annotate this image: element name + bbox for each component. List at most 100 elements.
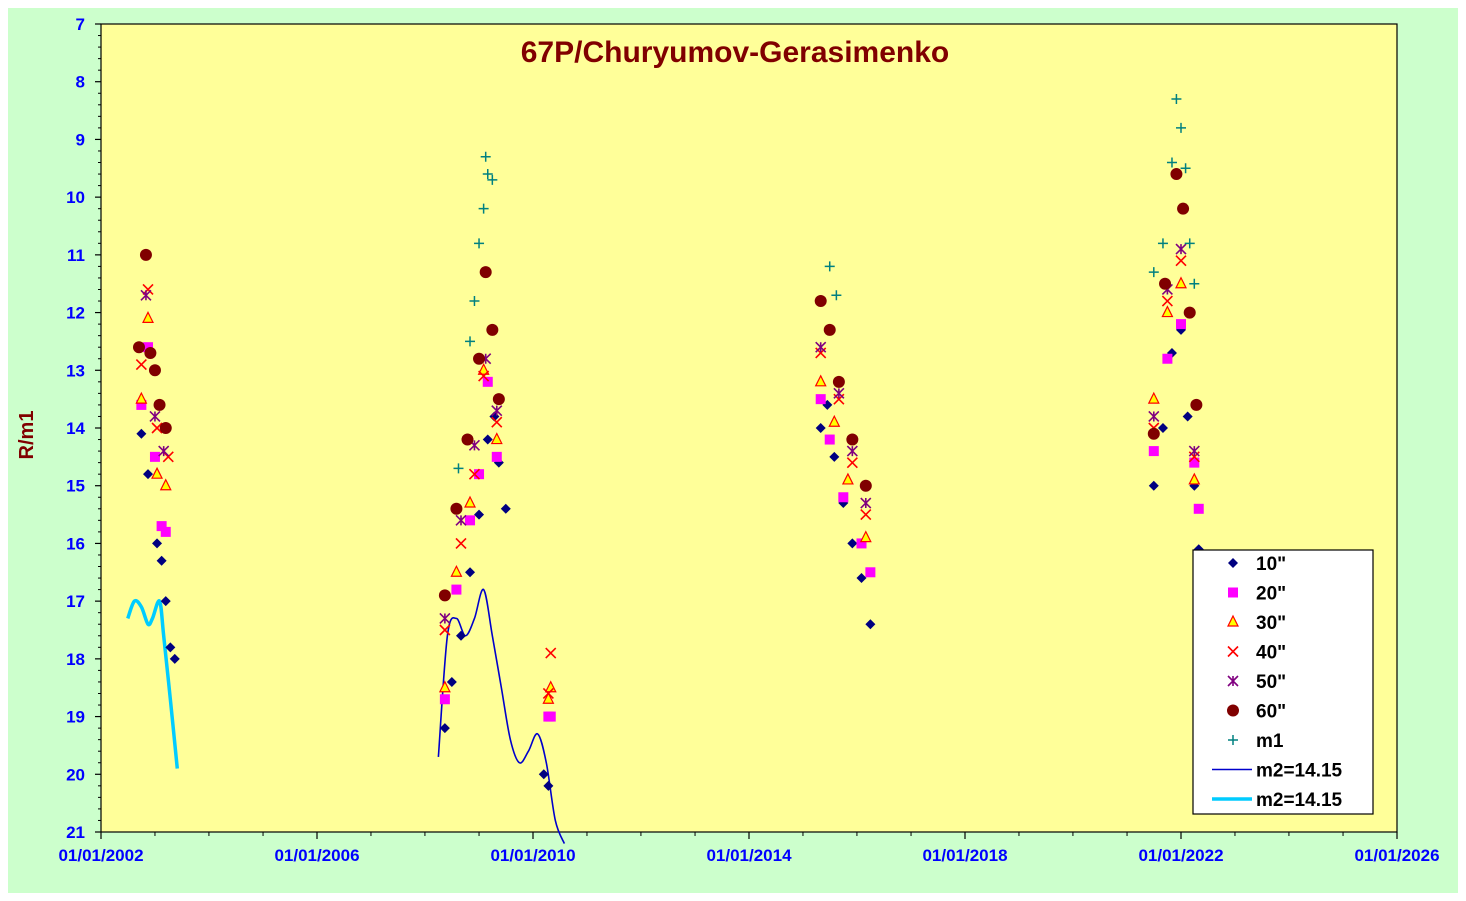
point-series1-seg1-5-shape [491,451,502,462]
point-series3-seg3-3 [860,509,872,521]
point-series1-seg2-1-shape [545,711,556,722]
line-m2-1 [126,598,180,769]
point-series0-seg4-0-shape [1148,480,1159,491]
y-tick-label-8: 8 [76,73,85,92]
point-series5-seg1-2 [461,433,474,446]
point-series1-seg4-1 [1162,353,1173,364]
point-series3-seg1-3 [478,370,490,382]
point-series5-seg1-0-shape [438,589,451,602]
legend-marker-5-shape [1227,704,1239,717]
point-series0-seg1-5-shape [482,434,493,445]
y-tick-label-7: 7 [76,15,85,34]
point-series4-seg1-4-shape [491,405,503,417]
point-series1-seg1-4-shape [482,376,493,387]
y-tick-label-19: 19 [66,708,85,727]
y-tick-label-18: 18 [66,650,85,669]
point-series1-seg1-2-shape [465,515,476,526]
point-series5-seg2-3 [846,433,859,446]
point-series0-seg1-4 [474,509,485,520]
point-series1-seg3-2 [838,492,849,503]
point-series0-seg1-2-shape [456,630,466,641]
point-series4-seg2-3 [860,497,872,509]
point-series6-seg0-1-shape [465,336,476,347]
point-series1-seg0-1 [143,342,154,353]
point-series3-seg0-0-shape [135,358,147,371]
point-series3-seg3-2-shape [846,457,858,469]
y-tick-label-11: 11 [67,246,85,265]
point-series3-seg0-2-shape [151,422,163,434]
x-tick-label-4: 01/01/2018 [922,846,1007,865]
point-series0-seg0-4 [160,596,171,607]
point-series5-seg3-4-shape [1183,306,1196,319]
point-series5-seg1-4-shape [479,266,492,279]
series-lines [126,588,566,844]
point-series4-seg2-2-shape [846,445,858,457]
point-series5-seg3-4 [1183,306,1196,319]
point-series2-seg1-2 [464,495,476,508]
point-series5-seg0-2-shape [144,346,157,359]
point-series0-seg1-4-shape [474,509,485,520]
point-series6-seg2-1-shape [1157,238,1168,249]
point-series0-seg3-4-shape [847,538,858,549]
y-tick-label-20: 20 [66,765,85,784]
point-series6-seg2-4-shape [1176,122,1186,133]
point-series0-seg3-5 [856,573,867,584]
point-series2-seg0-2 [151,466,164,479]
point-series0-seg0-5 [165,642,176,653]
point-series4-seg2-1-shape [833,387,845,399]
point-series5-seg0-1-shape [139,248,152,261]
legend-label-6: m1 [1256,731,1284,752]
series-points [132,94,1204,791]
legend-marker-4 [1227,675,1239,687]
point-series5-seg3-0 [1147,427,1160,440]
legend-marker-0 [1228,558,1238,568]
y-tick-label-21: 21 [66,823,85,842]
point-series2-seg0-0 [135,391,148,404]
x-tick-label-2: 01/01/2010 [490,846,575,865]
point-series3-seg1-1 [455,537,467,549]
chart-title: 67P/Churyumov-Gerasimenko [521,36,949,69]
point-series0-seg0-5-shape [165,642,176,653]
point-series2-seg1-0-shape [438,680,451,693]
point-series5-seg3-5-shape [1190,398,1203,411]
point-series4-seg0-2 [158,445,170,457]
point-series0-seg3-6-shape [865,619,876,630]
y-axis-label: R/m1 [16,411,38,460]
point-series2-seg4-3-shape [1188,472,1201,485]
point-series5-seg2-0-shape [814,295,827,308]
point-series6-seg0-6-shape [482,169,493,180]
point-series2-seg4-2 [1175,276,1187,289]
point-series3-seg2-1-shape [545,647,557,659]
point-series2-seg0-2-shape [151,466,164,479]
point-series2-seg1-4-shape [490,432,503,445]
point-series0-seg1-1-shape [446,676,457,687]
point-series1-seg4-2-shape [1176,319,1186,330]
legend: 10" 20" 30" 40" 50" 60" m1 m2=14.15 m2=14.15 [1192,549,1374,815]
point-series4-seg1-1 [455,514,467,526]
point-series3-seg2-0 [542,687,554,700]
point-series4-seg0-0 [140,289,152,301]
point-series1-seg3-3-shape [856,538,867,549]
point-series3-seg0-3 [162,451,174,463]
point-series6-seg0-4-shape [478,203,489,214]
point-series2-seg2-0 [542,691,555,704]
point-series3-seg0-1 [142,283,154,296]
point-series0-seg1-3 [465,567,476,578]
point-series1-seg1-0 [439,694,450,705]
point-series6-seg0-5-shape [480,151,491,162]
point-series3-seg3-2 [846,457,858,469]
point-series1-seg0-4-shape [160,526,171,537]
point-series6-seg2-3-shape [1171,94,1182,105]
y-tick-label-17: 17 [66,592,85,611]
point-series6-seg2-3 [1171,94,1182,105]
point-series3-seg1-4 [491,416,503,428]
point-series0-seg1-1 [446,676,457,687]
point-series4-seg2-2 [846,445,858,457]
point-series1-seg1-3 [474,469,485,480]
point-series3-seg4-1-shape [1161,295,1173,307]
point-series3-seg0-2 [151,422,163,434]
point-series4-seg1-0 [439,612,451,625]
point-series1-seg0-0-shape [136,399,147,410]
legend-label-3: 40" [1256,643,1286,664]
point-series3-seg2-1 [545,647,557,659]
